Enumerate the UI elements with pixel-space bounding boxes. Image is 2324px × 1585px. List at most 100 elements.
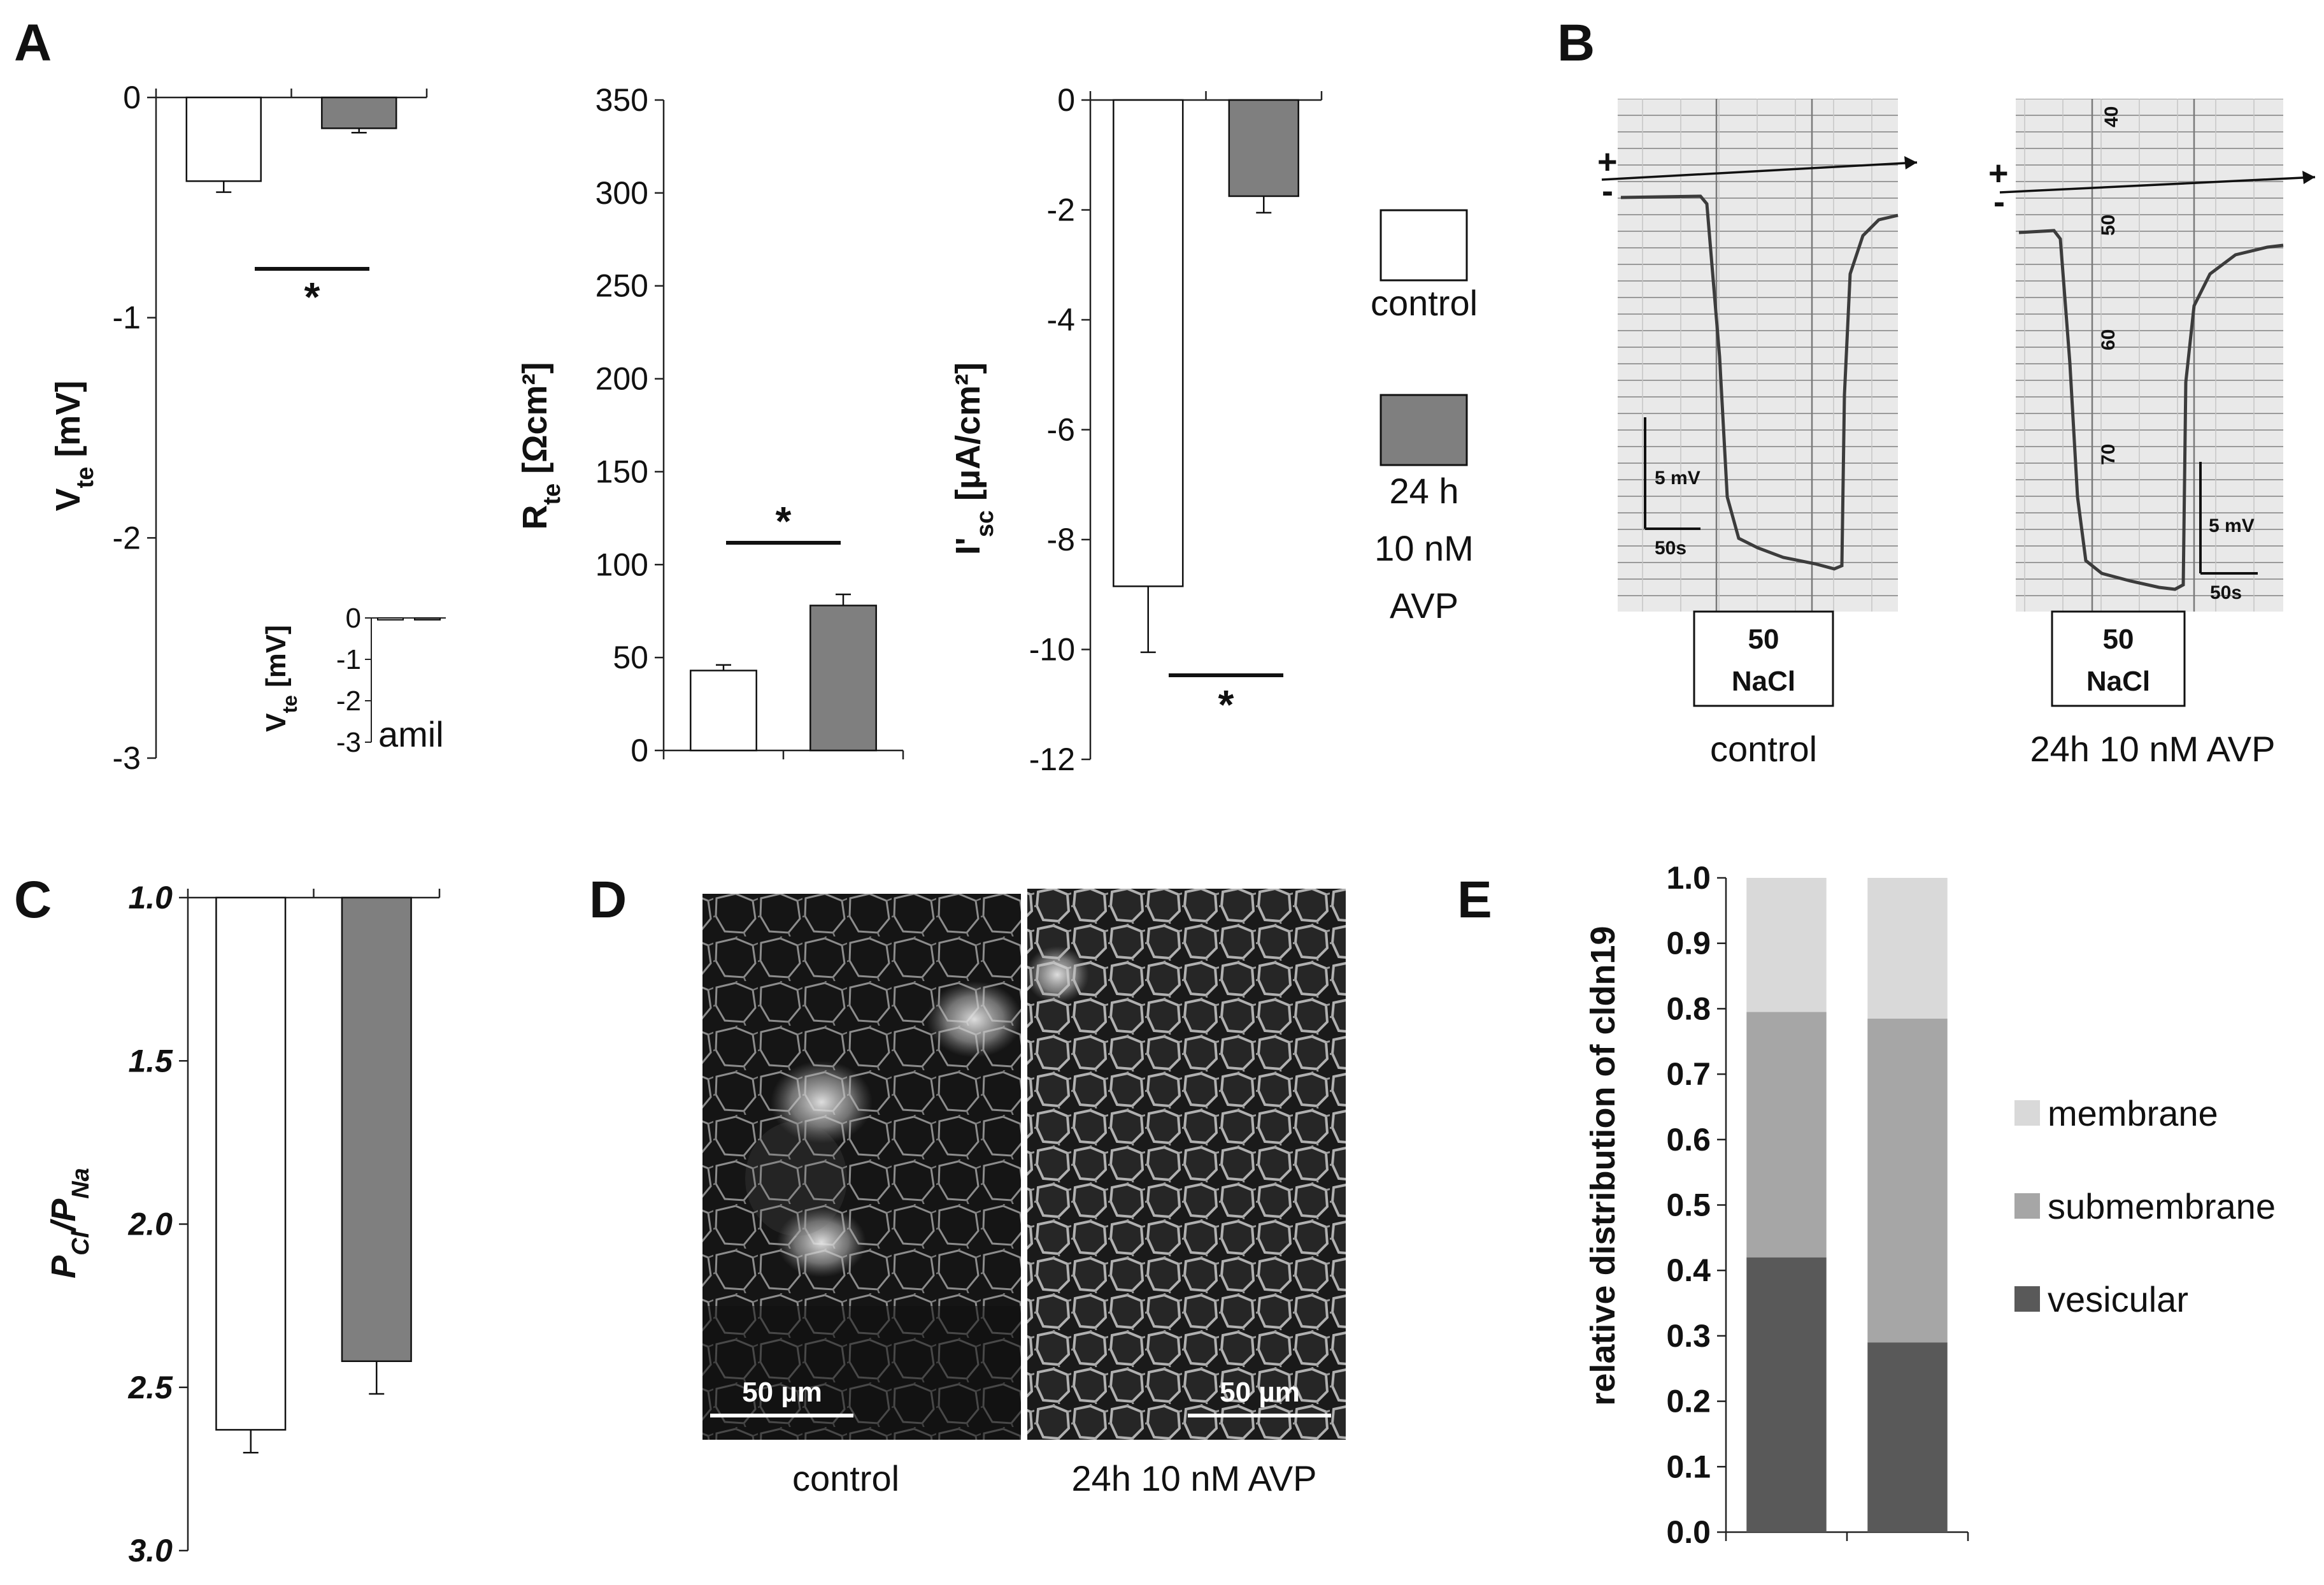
- panel-label-c: C: [14, 871, 52, 929]
- bar-avp: [809, 605, 877, 752]
- caption-b-control: control: [1710, 729, 1817, 769]
- panel-label-d: D: [589, 871, 627, 929]
- y-tick-label: -8: [1047, 522, 1075, 557]
- bar-control: [1113, 99, 1184, 587]
- inset-y-tick-label: -2: [336, 685, 361, 717]
- scale-v-avp: 5 mV: [2209, 515, 2255, 536]
- legend-avp-line1: 24 h: [1390, 471, 1459, 511]
- scale-t-avp: 50s: [2210, 582, 2242, 603]
- y-tick-label: 0.8: [1666, 991, 1711, 1026]
- y-tick-label: 1.5: [128, 1043, 173, 1079]
- inset-bar: [377, 617, 404, 620]
- y-tick-label: 0.5: [1666, 1187, 1711, 1223]
- bar-control: [690, 670, 757, 752]
- chart-pcl-pna: 1.0 1.5 2.0 2.5 3.0: [127, 880, 441, 1568]
- y-tick-label: -6: [1047, 412, 1075, 448]
- nacl-box-avp-line2: NaCl: [2086, 666, 2150, 697]
- y-tick-label: 0: [631, 733, 648, 768]
- inset-y-tick-label: -3: [336, 727, 361, 758]
- caption-b-avp: 24h 10 nM AVP: [2030, 729, 2276, 769]
- plus-sign-avp: +: [1988, 154, 2009, 192]
- y-tick-label: -12: [1029, 742, 1075, 777]
- caption-d-control: control: [792, 1458, 899, 1498]
- minus-sign-avp: -: [1993, 183, 2005, 221]
- trace-line-control: [1620, 194, 1899, 571]
- micrograph-avp: 50 µm: [1025, 889, 1346, 1440]
- inset-bar: [414, 617, 441, 620]
- legend-control-label: control: [1371, 283, 1478, 323]
- panel-label-e: E: [1457, 871, 1492, 929]
- y-tick-label: 0.4: [1666, 1252, 1711, 1288]
- bar-avp: [321, 96, 397, 129]
- legend-membrane-swatch: [2014, 1100, 2040, 1126]
- nacl-box-avp-line1: 50: [2103, 624, 2134, 655]
- nacl-box-control-line1: 50: [1748, 624, 1779, 655]
- y-tick-label: 100: [595, 547, 648, 582]
- trace-line-avp: [2018, 229, 2284, 591]
- inset-amil-label: amil: [378, 714, 444, 754]
- legend-vesicular-label: vesicular: [2048, 1279, 2188, 1319]
- y-tick-label: -1: [113, 300, 141, 336]
- y-tick-label: 1.0: [128, 880, 173, 915]
- legend-avp-line2: 10 nM: [1374, 528, 1474, 568]
- paper-mark-50: 50: [2098, 215, 2119, 236]
- paper-mark-40: 40: [2101, 106, 2122, 127]
- stack-segment-submembrane: [1867, 1018, 1948, 1343]
- y-tick-label: 150: [595, 454, 648, 489]
- scale-t-control: 50s: [1655, 538, 1686, 559]
- panel-label-a: A: [14, 14, 52, 72]
- y-tick-label: 0: [123, 80, 141, 115]
- y-tick-label: 0.0: [1666, 1514, 1711, 1550]
- stack-segment-vesicular: [1746, 1257, 1827, 1532]
- y-tick-label: -3: [113, 740, 141, 776]
- nacl-box-control: [1693, 610, 1834, 707]
- nacl-box-control-line2: NaCl: [1732, 666, 1795, 697]
- y-tick-label: 0.9: [1666, 926, 1711, 961]
- legend-e: membrane submembrane vesicular: [2014, 1093, 2276, 1319]
- y-tick-label: 2.5: [127, 1370, 173, 1405]
- y-tick-label: -2: [113, 520, 141, 556]
- isc-y-axis-label: I'sc [µA/cm²]: [949, 362, 999, 555]
- y-tick-label: 1.0: [1666, 860, 1711, 896]
- y-tick-label: 0: [1057, 82, 1075, 118]
- chart-vte: 0 -1 -2 -3 *: [113, 80, 428, 776]
- legend-avp-line3: AVP: [1390, 585, 1458, 626]
- caption-d-avp: 24h 10 nM AVP: [1072, 1458, 1317, 1498]
- cldn19-y-axis-label: relative distribution of cldn19: [1584, 926, 1622, 1405]
- y-tick-label: 0.7: [1666, 1056, 1711, 1092]
- paper-mark-60: 60: [2098, 329, 2119, 350]
- y-tick-label: 0.1: [1666, 1449, 1711, 1484]
- inset-y-axis-label: Vte [mV]: [260, 625, 301, 732]
- significance-star: *: [304, 274, 320, 320]
- micrograph-control: 50 µm: [702, 894, 1022, 1440]
- y-tick-label: -2: [1047, 192, 1075, 228]
- legend-vesicular-swatch: [2014, 1286, 2040, 1312]
- y-tick-label: 2.0: [127, 1207, 173, 1242]
- y-tick-label: 0.6: [1666, 1122, 1711, 1158]
- voltage-trace-avp: 40 50 60 70 + - 5 mV 50s 50 NaCl 24h 10 …: [1988, 99, 2316, 769]
- chart-paper-control: [1618, 99, 1898, 612]
- legend-control-swatch: [1379, 209, 1468, 282]
- stack-segment-membrane: [1867, 878, 1948, 1019]
- panel-label-b: B: [1557, 14, 1595, 72]
- paper-mark-70: 70: [2098, 444, 2119, 465]
- inset-y-tick-label: 0: [346, 603, 361, 634]
- pcl-pna-y-axis-label: PCl/PNa: [45, 1168, 94, 1279]
- legend-submembrane-label: submembrane: [2048, 1186, 2276, 1226]
- bar-avp: [1228, 99, 1299, 197]
- scale-bar-label-right: 50 µm: [1220, 1377, 1300, 1408]
- y-tick-label: -4: [1047, 302, 1075, 338]
- significance-star: *: [1218, 682, 1234, 728]
- bar-control: [185, 96, 262, 182]
- chart-rte: 0 50 100 150 200 250 300 350 *: [595, 82, 904, 768]
- y-tick-label: 300: [595, 175, 648, 211]
- legend-avp-swatch: [1379, 394, 1468, 466]
- minus-sign-control: -: [1602, 172, 1613, 210]
- scale-bar-label-left: 50 µm: [742, 1377, 822, 1408]
- bar-avp: [341, 896, 412, 1362]
- inset-y-tick-label: -1: [336, 644, 361, 675]
- y-tick-label: 0.3: [1666, 1318, 1711, 1354]
- legend-submembrane-swatch: [2014, 1193, 2040, 1219]
- stack-segment-submembrane: [1746, 1012, 1827, 1258]
